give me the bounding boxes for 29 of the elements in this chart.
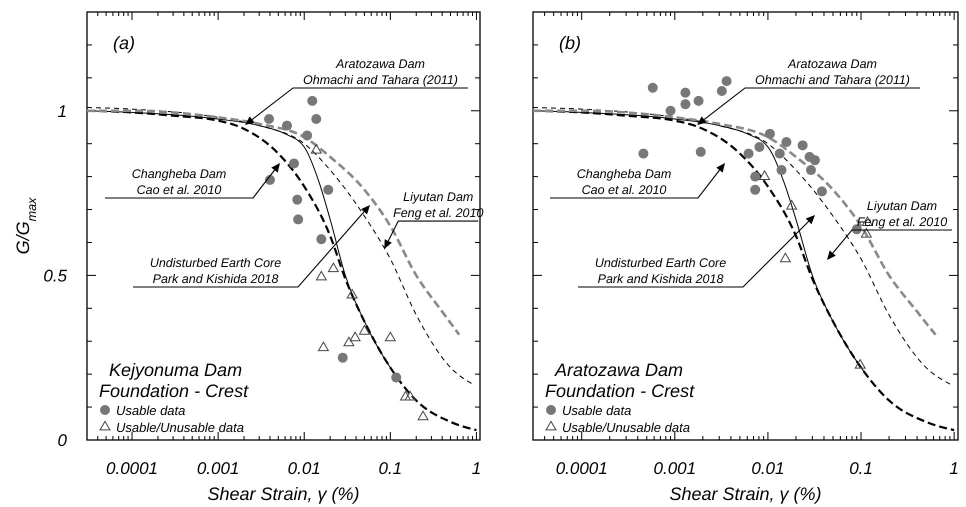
- y-tick-label: 1: [58, 102, 67, 121]
- y-tick-label: 0: [58, 431, 68, 450]
- x-tick-label: 0.1: [849, 459, 873, 478]
- y-tick-label: 0.5: [43, 266, 68, 286]
- annotation: Changheba Dam Cao et al. 2010: [576, 167, 672, 197]
- annotation: Aratozawa Dam Ohmachi and Tahara (2011): [755, 57, 910, 87]
- legend-label: Usable/Unusable data: [116, 420, 244, 435]
- annotation: Undisturbed Earth Core Park and Kishida 2018: [594, 256, 726, 286]
- x-tick-label: 0.001: [196, 459, 240, 478]
- x-tick-label: 0.1: [378, 459, 402, 478]
- legend-title: Kejyonuma Dam Foundation - Crest: [99, 360, 250, 401]
- annotation: Undisturbed Earth Core Park and Kishida 2018: [150, 256, 282, 286]
- x-tick-label: 0.0001: [556, 459, 608, 478]
- x-tick-label: 0.001: [654, 459, 696, 478]
- legend-label: Usable data: [562, 403, 632, 418]
- annotation: Changheba Dam Cao et al. 2010: [132, 167, 226, 197]
- x-axis-title: Shear Strain, γ (%): [669, 484, 822, 504]
- legend-label: Usable/Unusable data: [562, 420, 690, 435]
- annotation: Aratozawa Dam Ohmachi and Tahara (2011): [303, 57, 458, 87]
- x-tick-label: 0.01: [751, 459, 784, 478]
- legend-title: Aratozawa Dam Foundation - Crest: [545, 360, 696, 401]
- x-tick-label: 0.0001: [106, 459, 158, 478]
- x-tick-label: 0.01: [288, 459, 321, 478]
- legend-label: Usable data: [116, 403, 186, 418]
- x-axis-title: Shear Strain, γ (%): [207, 484, 360, 504]
- x-tick-label: 1: [949, 459, 959, 478]
- text: (b): [559, 33, 581, 53]
- text: (a): [113, 33, 135, 53]
- x-tick-label: 1: [472, 459, 482, 478]
